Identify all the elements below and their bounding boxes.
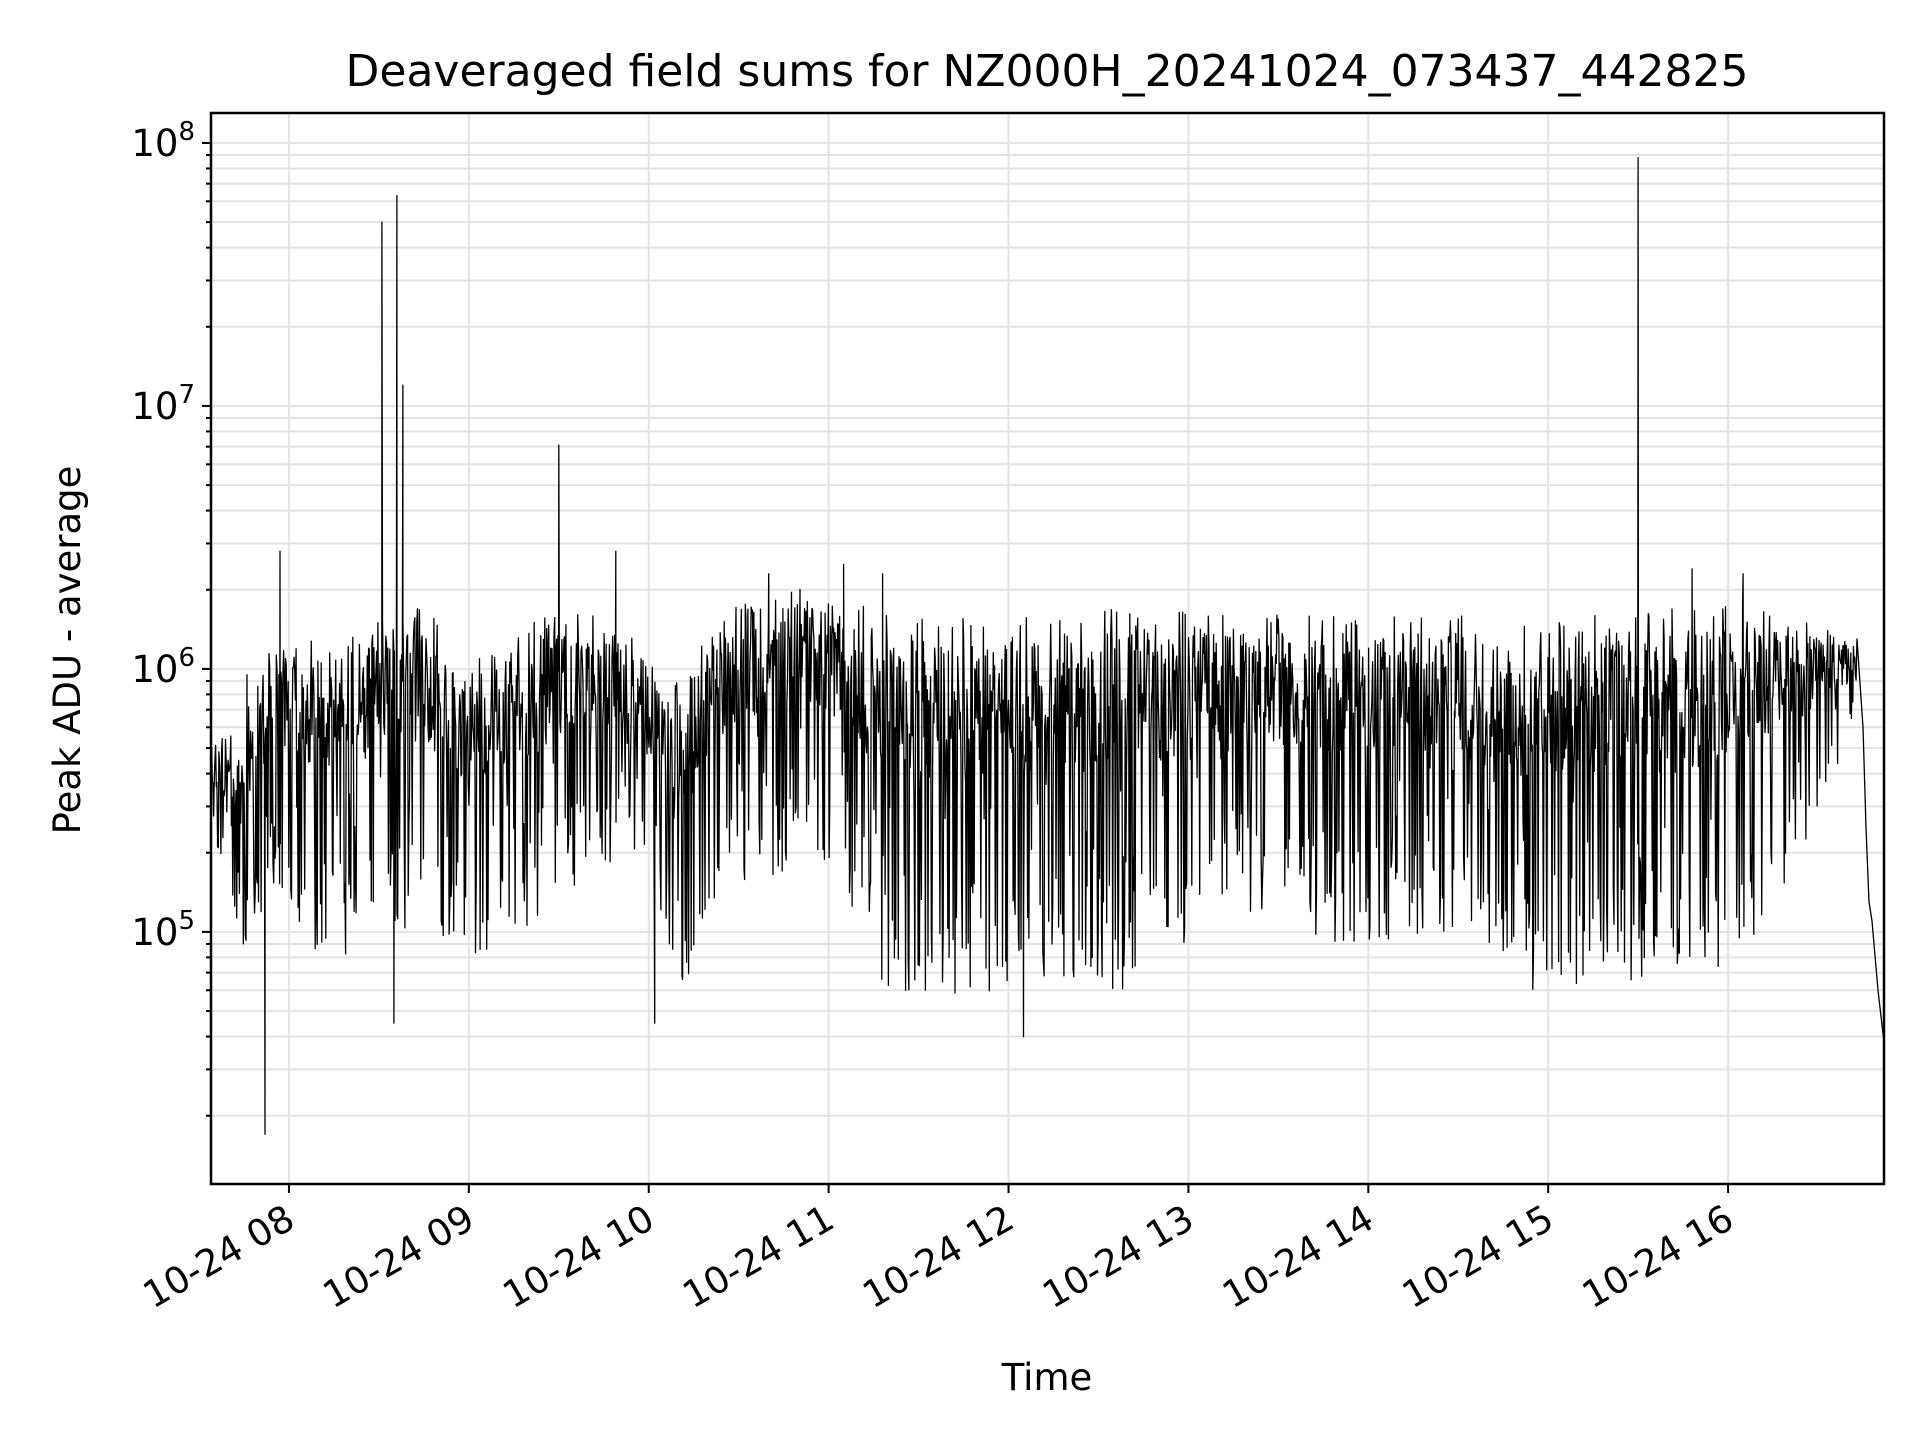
y-tick-base: 10 (131, 122, 178, 165)
plot-frame (209, 111, 1886, 1186)
grid (211, 113, 1884, 1184)
y-tick-exponent: 7 (178, 380, 195, 410)
y-tick-base: 10 (131, 911, 178, 954)
y-tick-base: 10 (131, 385, 178, 428)
series-line (211, 156, 1884, 1135)
y-tick-label: 107 (131, 380, 195, 428)
series-group (211, 156, 1884, 1135)
y-tick-exponent: 8 (178, 117, 195, 147)
y-tick-label: 106 (131, 643, 195, 691)
y-tick-base: 10 (131, 648, 178, 691)
x-axis-label: Time (1001, 1356, 1093, 1399)
chart-title: Deaveraged field sums for NZ000H_2024102… (346, 46, 1749, 97)
y-tick-label: 105 (131, 906, 195, 954)
y-axis-label: Peak ADU - average (46, 466, 89, 835)
y-tick-exponent: 6 (178, 643, 195, 673)
y-tick-label: 108 (131, 117, 195, 165)
y-tick-exponent: 5 (178, 906, 195, 936)
